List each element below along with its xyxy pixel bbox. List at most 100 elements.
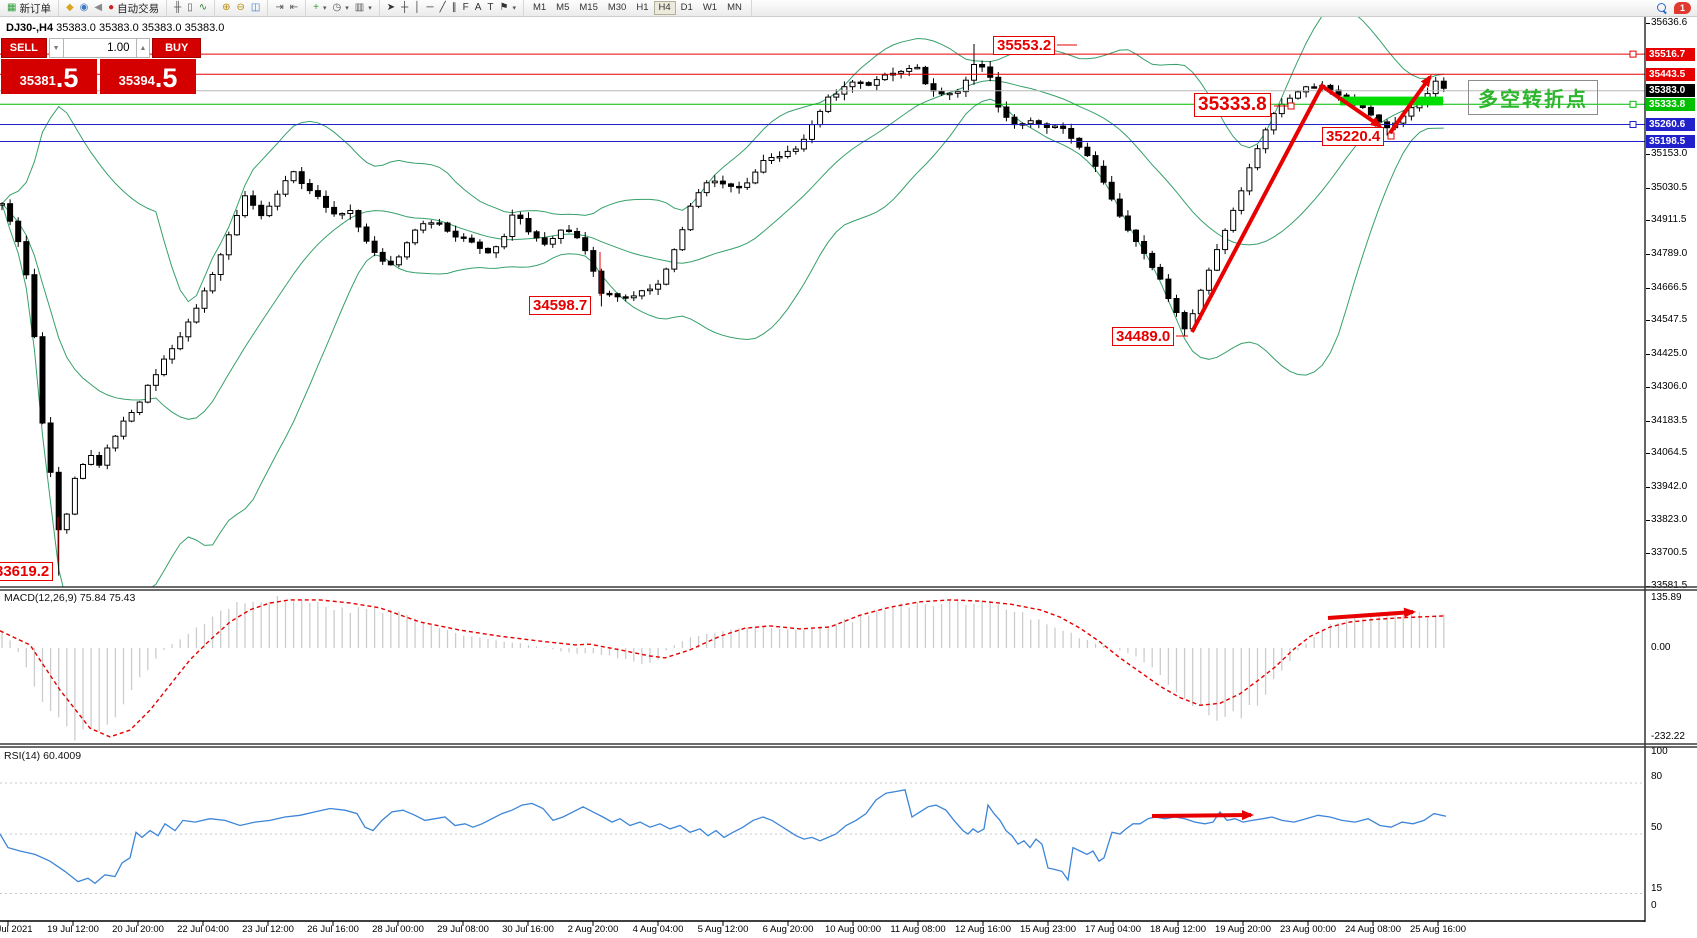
label-33619[interactable]: 33619.2 [0,562,54,582]
news-audio-icon: ◀ [94,2,103,13]
buy-price-pip: .5 [154,63,178,93]
add-indicator-icon: + [313,2,319,13]
template-icon: ▥ [354,2,365,13]
timeframe-M15[interactable]: M15 [579,2,598,13]
news-audio-icon[interactable]: ◀ [91,1,105,15]
period-icon[interactable]: ◷ ▾ [330,1,352,15]
cursor-icon[interactable]: ➤ [384,1,398,15]
bull-bear-turning-point-note[interactable]: 多空转折点 [1468,80,1598,115]
crosshair-icon: ┼ [401,2,409,13]
arrows-icon-dropdown[interactable]: ▾ [512,5,516,12]
price-tick-34425.0: 34425.0 [1645,348,1688,359]
auto-scroll-icon[interactable]: ⇥ [272,1,286,15]
time-label-10: 4 Aug 04:00 [632,924,684,935]
label-34598[interactable]: 34598.7 [529,296,592,316]
fibonacci-icon[interactable]: F [460,1,472,15]
toolbar-group-drawing: ➤ ┼ │ ─ ╱ ∥ F A T ⚑ ▾ [380,0,524,16]
volume-input[interactable] [63,38,136,58]
arrows-icon[interactable]: ⚑ ▾ [496,1,518,15]
time-label-19: 19 Aug 20:00 [1215,924,1271,935]
period-icon: ◷ [332,2,342,13]
fibonacci-icon: F [462,2,469,13]
zoom-out-icon[interactable]: ⊖ [234,1,248,15]
line-chart-icon[interactable]: ∿ [196,1,210,15]
trendline-icon: ╱ [439,2,446,13]
price-tick-34789.0: 34789.0 [1645,248,1688,259]
text-label-icon: T [487,2,494,13]
label-35220[interactable]: 35220.4 [1322,127,1385,147]
main-price-panel [0,16,1447,587]
timeframe-D1[interactable]: D1 [680,2,693,13]
crosshair-icon[interactable]: ┼ [398,1,411,15]
toolbar: ▦ 新订单 ◆ ◉ ◀ ● 自动交易 ╫ ▯ ∿ ⊕ ⊖ ◫ ⇥ ⇤ + ▾ ◷ ▾ ▥ ▾ ➤ ┼ │ ─ ╱ ∥ F A T ⚑ ▾ M1… [0,0,1697,17]
timeframe-H4[interactable]: H4 [653,1,676,15]
channel-icon[interactable]: ∥ [449,1,460,15]
template-icon[interactable]: ▥ ▾ [352,1,375,15]
tile-windows-icon[interactable]: ◫ [248,1,263,15]
time-label-22: 25 Aug 16:00 [1410,924,1466,935]
text-label-icon[interactable]: T [484,1,496,15]
symbol-ohlc-info: DJ30-,H4 35383.0 35383.0 35383.0 35383.0 [6,22,224,34]
timeframe-M1[interactable]: M1 [532,2,547,13]
candlestick-chart-icon[interactable]: ▯ [184,1,196,15]
time-label-3: 22 Jul 04:00 [177,924,229,935]
search-icon[interactable] [1657,2,1668,14]
volume-decrease-button[interactable]: ▼ [48,38,64,58]
add-indicator-icon-dropdown[interactable]: ▾ [323,5,327,12]
rsi-axis-0: 0 [1651,900,1657,911]
timeframe-W1[interactable]: W1 [702,2,718,13]
trendline-icon[interactable]: ╱ [437,1,449,15]
auto-scroll-icon: ⇥ [275,2,284,13]
bar-chart-icon: ╫ [174,2,182,13]
notification-bubble[interactable]: 1 [1674,2,1691,14]
timeframe-M30[interactable]: M30 [607,2,627,13]
add-indicator-icon[interactable]: + ▾ [310,1,329,15]
label-35553[interactable]: 35553.2 [993,36,1056,56]
macd-flat-arrow [1327,607,1416,620]
new-order-button: ▦ [7,2,17,13]
text-icon[interactable]: A [472,1,485,15]
volume-increase-button[interactable]: ▲ [135,38,151,58]
time-label-2: 20 Jul 20:00 [112,924,164,935]
chart-shift-icon[interactable]: ⇤ [287,1,301,15]
bar-chart-icon[interactable]: ╫ [171,1,184,15]
tile-windows-icon: ◫ [250,2,261,13]
rsi-axis-80: 80 [1651,771,1663,782]
vertical-line-icon[interactable]: │ [411,1,423,15]
buy-price-main: 35394 [118,73,155,88]
timeframe-H1[interactable]: H1 [636,2,649,13]
sell-price-button[interactable]: 35381 .5 [1,59,97,94]
buy-button[interactable]: BUY [152,38,201,58]
sell-button[interactable]: SELL [1,38,47,58]
label-35333[interactable]: 35333.8 [1194,93,1271,117]
macd-values: 75.84 75.43 [79,592,136,604]
rsi-axis-15: 15 [1651,883,1663,894]
timeframe-MN[interactable]: MN [727,2,742,13]
market-watch-icon[interactable]: ◆ [63,1,77,15]
period-icon-dropdown[interactable]: ▾ [345,5,349,12]
rsi-value: 60.4009 [43,750,82,762]
sell-price-pip: .5 [55,63,79,93]
price-tick-33823.0: 33823.0 [1645,514,1688,525]
time-label-16: 15 Aug 23:00 [1020,924,1076,935]
trend-zigzag-arrow [1190,83,1383,333]
horizontal-line-icon[interactable]: ─ [423,1,436,15]
community-icon[interactable]: ◉ [77,1,92,15]
ohlc-values: 35383.0 35383.0 35383.0 35383.0 [56,22,225,34]
label-34489[interactable]: 34489.0 [1112,327,1175,347]
macd-axis--232.22: -232.22 [1651,731,1685,742]
buy-price-button[interactable]: 35394 .5 [100,59,196,94]
time-label-9: 2 Aug 20:00 [567,924,619,935]
timeframe-M5[interactable]: M5 [556,2,570,13]
price-tick-33942.0: 33942.0 [1645,481,1688,492]
toolbar-group-zoom: ⊕ ⊖ ◫ [215,0,269,16]
template-icon-dropdown[interactable]: ▾ [368,5,372,12]
timeframe-bar: M1 M5 M15 M30 H1 H4 D1 W1 MN [524,0,752,16]
zoom-in-icon[interactable]: ⊕ [219,1,233,15]
price-tick-34064.5: 34064.5 [1645,447,1688,458]
new-order-button[interactable]: ▦ 新订单 [4,1,54,15]
time-label-6: 28 Jul 00:00 [372,924,424,935]
symbol-period-label: DJ30-,H4 [6,22,54,34]
autotrading-button[interactable]: ● 自动交易 [105,1,162,15]
